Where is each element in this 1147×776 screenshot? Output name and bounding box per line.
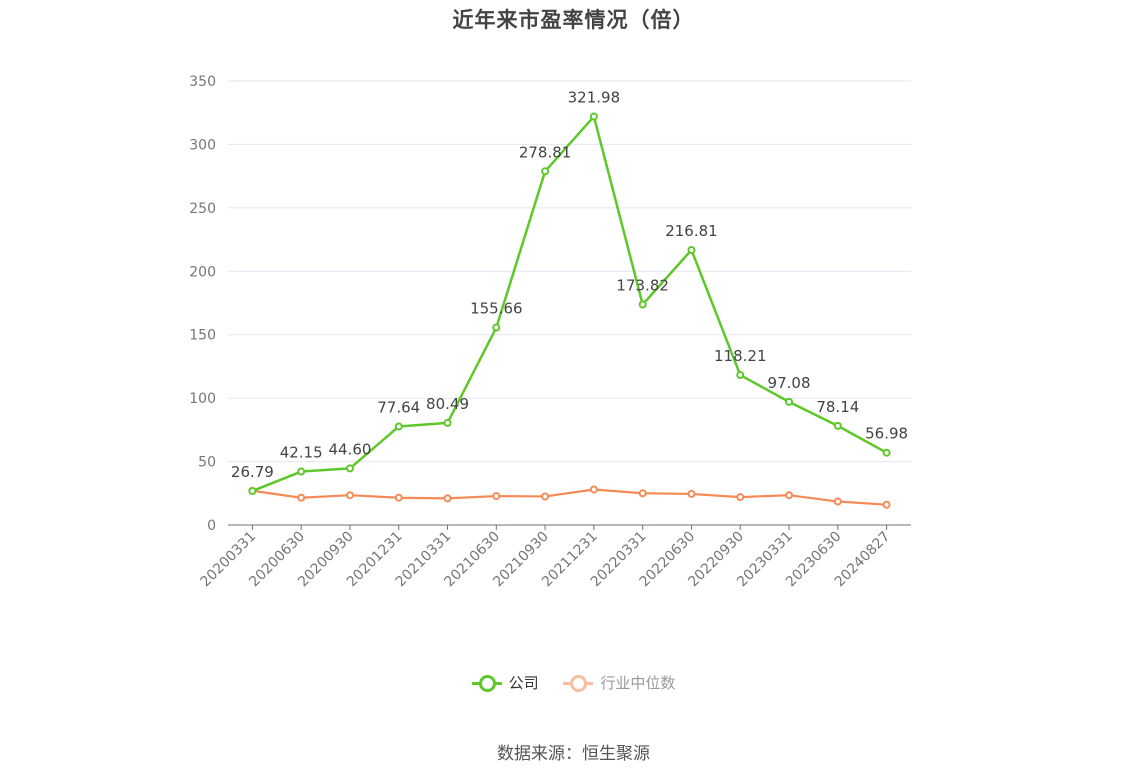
series-line-industry-median <box>252 488 887 506</box>
data-point-industry-median <box>882 500 891 509</box>
legend: 公司 行业中位数 <box>0 672 1147 695</box>
data-point-company <box>833 421 842 430</box>
data-label-company: 173.82 <box>616 276 669 294</box>
data-point-company <box>248 487 257 496</box>
legend-industry-label: 行业中位数 <box>600 674 676 692</box>
data-point-industry-median <box>687 489 696 498</box>
data-point-company <box>589 112 598 121</box>
y-tick-label: 300 <box>189 137 216 153</box>
legend-company-marker-icon <box>471 674 502 692</box>
data-label-company: 56.98 <box>865 425 908 443</box>
y-tick-label: 150 <box>189 328 216 344</box>
chart-title: 近年来市盈率情况（倍） <box>452 8 695 32</box>
data-label-company: 77.64 <box>377 399 420 417</box>
data-label-company: 42.15 <box>280 444 323 462</box>
data-label-company: 26.79 <box>231 463 274 481</box>
data-point-company <box>882 448 891 457</box>
data-point-industry-median <box>394 493 403 502</box>
data-point-company <box>492 323 501 332</box>
data-label-company: 155.66 <box>470 300 523 318</box>
data-point-industry-median <box>833 497 842 506</box>
data-point-company <box>736 371 745 380</box>
y-tick-label: 250 <box>189 201 216 217</box>
data-point-company <box>297 467 306 476</box>
data-point-industry-median <box>785 491 794 500</box>
y-tick-label: 200 <box>189 264 216 280</box>
data-point-company <box>638 300 647 309</box>
data-label-company: 44.60 <box>328 440 371 458</box>
data-point-company <box>541 167 550 176</box>
data-label-company: 216.81 <box>665 222 718 240</box>
data-label-company: 118.21 <box>714 347 767 365</box>
data-point-industry-median <box>638 489 647 498</box>
legend-item-company[interactable]: 公司 <box>471 672 539 693</box>
legend-industry-marker-icon <box>563 674 594 692</box>
data-point-industry-median <box>443 494 452 503</box>
y-tick-label: 0 <box>207 518 216 534</box>
data-label-company: 80.49 <box>426 395 469 413</box>
series-line-company <box>251 115 888 493</box>
line-chart: 0501001502002503003502020033120200630202… <box>189 74 911 590</box>
data-source-note: 数据来源：恒生聚源 <box>497 744 650 764</box>
data-label-company: 97.08 <box>768 374 811 392</box>
data-point-company <box>443 418 452 427</box>
y-tick-label: 100 <box>189 391 216 407</box>
data-label-company: 78.14 <box>816 398 859 416</box>
data-point-industry-median <box>589 485 598 494</box>
y-tick-label: 350 <box>189 74 216 90</box>
data-point-industry-median <box>736 493 745 502</box>
data-point-company <box>394 422 403 431</box>
data-point-industry-median <box>345 491 354 500</box>
data-label-company: 278.81 <box>519 143 572 161</box>
data-point-company <box>785 397 794 406</box>
data-point-industry-median <box>541 492 550 501</box>
legend-company-label: 公司 <box>508 674 539 692</box>
y-tick-label: 50 <box>198 455 216 471</box>
data-point-industry-median <box>297 493 306 502</box>
data-point-industry-median <box>492 492 501 501</box>
legend-item-industry-median[interactable]: 行业中位数 <box>563 672 675 693</box>
data-label-company: 321.98 <box>568 89 621 107</box>
data-point-company <box>345 464 354 473</box>
data-point-company <box>687 245 696 254</box>
